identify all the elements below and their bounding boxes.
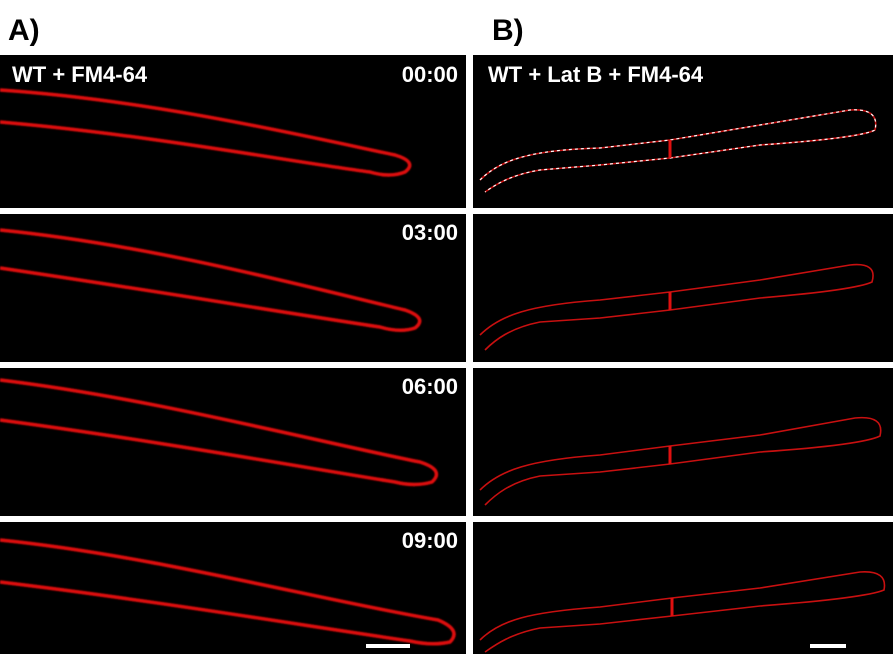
hypha: [479, 571, 886, 653]
hypha: [0, 378, 439, 487]
panel-b: WT + Lat B + FM4-64: [473, 55, 893, 654]
image: [473, 368, 893, 516]
panel-label: A): [8, 14, 40, 47]
hypha: [0, 538, 456, 646]
hypha: [0, 228, 422, 332]
timestamp: 00:00: [402, 62, 458, 87]
hypha: [479, 263, 874, 351]
image: [0, 522, 466, 654]
timestamp: 06:00: [402, 374, 458, 399]
panel-label: B): [492, 14, 524, 47]
image: [473, 214, 893, 362]
hypha: [0, 88, 412, 177]
panel-title: WT + FM4-64: [12, 62, 148, 87]
image: [473, 522, 893, 654]
timestamp: 09:00: [402, 528, 458, 553]
image: [473, 55, 893, 208]
timestamp: 03:00: [402, 220, 458, 245]
hypha: [479, 416, 882, 506]
panel-a: WT + FM4-64 00:00 03:00 06:00 09:00: [0, 55, 466, 654]
outline: [479, 109, 877, 193]
panel-title: WT + Lat B + FM4-64: [488, 62, 704, 87]
image: [0, 214, 466, 362]
